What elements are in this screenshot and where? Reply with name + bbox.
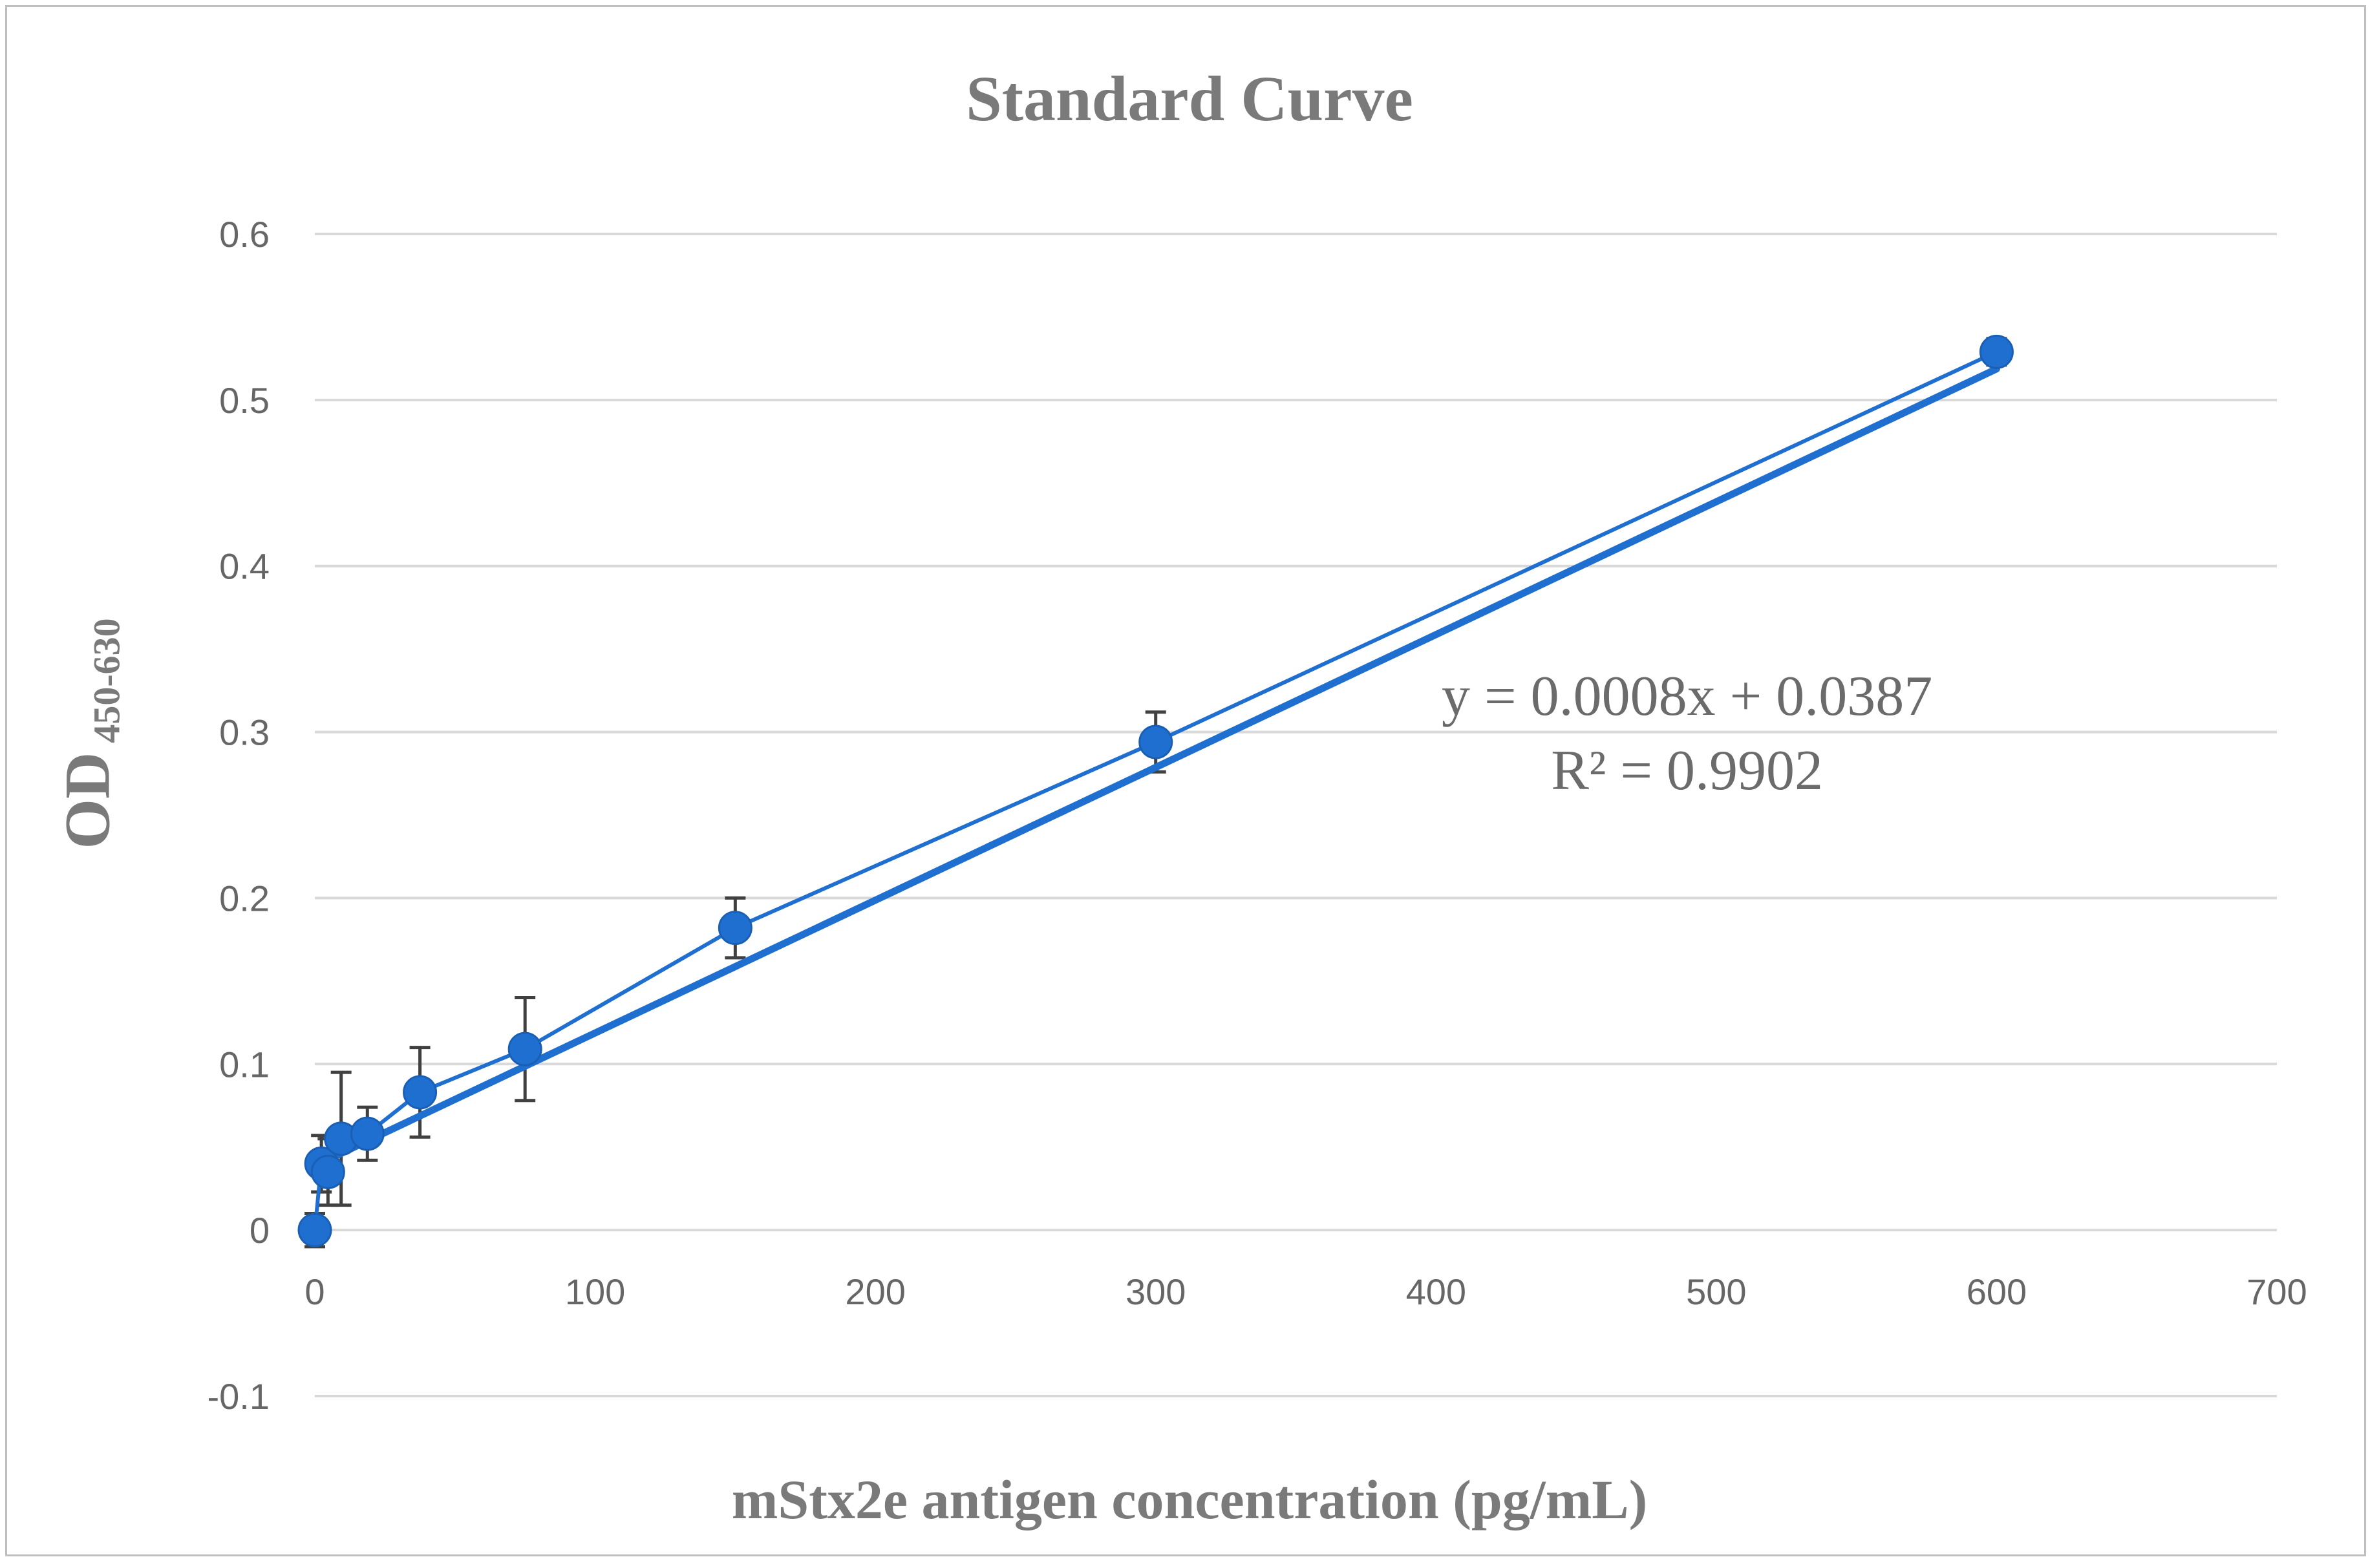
y-tick-label: 0.2: [219, 878, 270, 918]
y-tick-label: 0.6: [219, 214, 270, 255]
y-tick-label: 0.5: [219, 380, 270, 421]
y-tick-label: 0.3: [219, 712, 270, 753]
y-tick-label: 0: [250, 1210, 270, 1251]
x-tick-label: 600: [1967, 1271, 2027, 1312]
y-tick-label: 0.4: [219, 546, 270, 587]
x-tick-label: 100: [565, 1271, 625, 1312]
data-point: [1979, 334, 2014, 369]
data-series-line: [313, 350, 1998, 1231]
trendline: [311, 365, 2000, 1170]
trendline-equation: y = 0.0008x + 0.0387: [1442, 665, 1933, 728]
x-tick-label: 0: [304, 1271, 325, 1312]
x-axis-label: mStx2e antigen concentration (pg/mL): [731, 1468, 1648, 1531]
x-tick-label: 400: [1406, 1271, 1466, 1312]
data-point: [350, 1116, 385, 1151]
y-tick-label: -0.1: [208, 1376, 270, 1417]
trendline-r-squared: R² = 0.9902: [1551, 739, 1823, 802]
x-tick-label: 700: [2246, 1271, 2307, 1312]
data-point: [718, 911, 752, 946]
chart-title: Standard Curve: [966, 63, 1413, 134]
x-tick-label: 500: [1686, 1271, 1746, 1312]
y-tick-label: 0.1: [219, 1044, 270, 1085]
data-point: [507, 1032, 542, 1066]
data-point: [310, 1154, 345, 1189]
chart-frame: [5, 5, 2366, 1556]
x-tick-label: 200: [845, 1271, 905, 1312]
trendline-equation-box: y = 0.0008x + 0.0387 R² = 0.9902: [1442, 659, 1932, 808]
x-tick-label: 300: [1125, 1271, 1186, 1312]
data-point: [1138, 725, 1173, 759]
data-point: [297, 1213, 332, 1247]
data-point: [403, 1075, 438, 1110]
